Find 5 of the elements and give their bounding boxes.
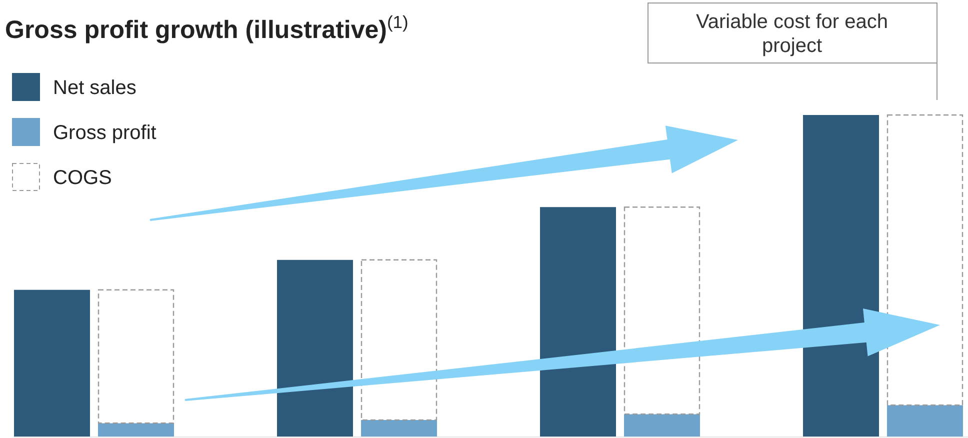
legend-label: COGS [53,167,112,189]
text: Variable cost for each project [696,11,888,57]
legend-label: Net sales [53,77,136,99]
legend-label: Gross profit [53,122,157,144]
chart-title: Gross profit growth (illustrative)$^{(1)}$ [5,12,408,44]
